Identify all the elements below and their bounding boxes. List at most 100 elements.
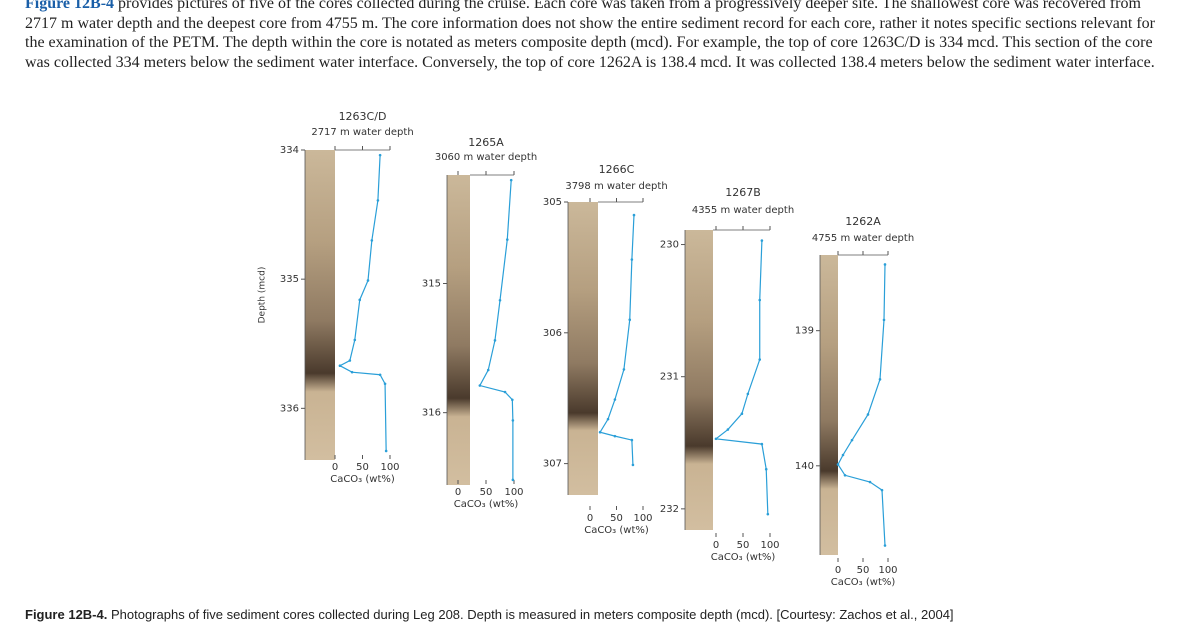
caption: Figure 12B-4. Photographs of five sedime… xyxy=(25,607,954,622)
water-depth: 4755 m water depth xyxy=(812,233,914,244)
depth-tick-label: 305 xyxy=(543,197,562,208)
caco3-point xyxy=(766,512,770,516)
depth-tick-label: 230 xyxy=(660,240,679,251)
caco3-curve xyxy=(714,240,769,515)
caco3-point xyxy=(883,263,887,266)
core-photo xyxy=(685,230,713,530)
caco3-point xyxy=(632,213,636,217)
core-name: 1266C xyxy=(599,163,635,176)
caco3-tick-label: 0 xyxy=(835,565,841,576)
caco3-point xyxy=(758,298,762,302)
caco3-tick-label: 0 xyxy=(332,462,338,473)
caco3-point xyxy=(631,463,635,467)
caco3-point xyxy=(868,480,872,484)
caption-label: Figure 12B-4. xyxy=(25,607,108,622)
caco3-label: CaCO₃ (wt%) xyxy=(454,499,519,510)
depth-tick-label: 139 xyxy=(795,326,814,337)
depth-tick-label: 307 xyxy=(543,459,562,470)
depth-tick-label: 232 xyxy=(660,504,679,515)
caco3-point xyxy=(726,428,730,431)
caco3-point xyxy=(836,463,840,466)
caco3-tick-label: 50 xyxy=(610,513,623,524)
caco3-point xyxy=(486,368,490,372)
core-name: 1265A xyxy=(468,136,504,149)
water-depth: 3798 m water depth xyxy=(565,181,667,192)
depth-tick-label: 231 xyxy=(660,372,679,383)
caco3-tick-label: 50 xyxy=(480,487,493,498)
paragraph: Figure 12B-4 provides pictures of five o… xyxy=(25,0,1175,72)
core-photo xyxy=(820,255,838,555)
caco3-point xyxy=(628,318,632,322)
caco3-tick-label: 100 xyxy=(878,565,897,576)
caco3-curve xyxy=(478,180,514,480)
caco3-tick-label: 0 xyxy=(713,540,719,551)
caco3-tick-label: 100 xyxy=(633,513,652,524)
paragraph-text: provides pictures of five of the cores c… xyxy=(25,0,1155,71)
water-depth: 2717 m water depth xyxy=(311,127,413,138)
caco3-point xyxy=(503,390,507,394)
core-photo xyxy=(447,175,470,485)
caco3-tick-label: 100 xyxy=(380,462,399,473)
caco3-point xyxy=(378,153,382,157)
core-name: 1267B xyxy=(725,186,761,199)
caco3-tick-label: 0 xyxy=(587,513,593,524)
caco3-tick-label: 50 xyxy=(356,462,369,473)
caco3-point xyxy=(630,438,634,442)
depth-tick-label: 316 xyxy=(422,408,441,419)
caco3-point xyxy=(606,417,610,421)
figure-link[interactable]: Figure 12B-4 xyxy=(25,0,115,12)
caco3-point xyxy=(630,258,634,261)
depth-tick-label: 336 xyxy=(280,403,299,414)
caco3-tick-label: 0 xyxy=(455,487,461,498)
depth-tick-label: 334 xyxy=(280,145,299,156)
caco3-point xyxy=(880,488,884,492)
figure: Depth (mcd) 1263C/D 2717 m water depth 334… xyxy=(258,110,915,588)
caco3-point xyxy=(841,453,845,457)
water-depth: 4355 m water depth xyxy=(692,205,794,216)
caco3-point xyxy=(383,382,387,386)
core-photo xyxy=(305,150,335,460)
caco3-point xyxy=(348,359,352,362)
caco3-point xyxy=(493,339,497,342)
depth-tick-label: 306 xyxy=(543,328,562,339)
caco3-point xyxy=(511,478,515,482)
caco3-point xyxy=(613,434,617,438)
core-photo xyxy=(568,202,598,495)
core-name: 1263C/D xyxy=(339,110,387,123)
caption-text: Photographs of five sediment cores colle… xyxy=(110,607,954,622)
caco3-point xyxy=(714,437,718,441)
caco3-point xyxy=(622,368,626,371)
caco3-point xyxy=(613,398,617,401)
caco3-label: CaCO₃ (wt%) xyxy=(330,474,395,485)
caco3-tick-label: 100 xyxy=(504,487,523,498)
caco3-point xyxy=(866,413,870,416)
caco3-point xyxy=(366,279,370,282)
caco3-point xyxy=(378,373,382,377)
caco3-point xyxy=(505,238,509,241)
caco3-point xyxy=(882,318,886,322)
caco3-point xyxy=(850,438,854,442)
caco3-point xyxy=(760,442,764,446)
caco3-label: CaCO₃ (wt%) xyxy=(711,552,776,563)
core-name: 1262A xyxy=(845,215,881,228)
caco3-point xyxy=(758,358,762,361)
caco3-curve xyxy=(837,264,886,546)
caco3-point xyxy=(376,199,380,202)
caco3-tick-label: 50 xyxy=(857,565,870,576)
caco3-point xyxy=(746,392,750,396)
caco3-point xyxy=(338,364,342,368)
caco3-point xyxy=(353,338,357,342)
caco3-point xyxy=(740,412,744,416)
caco3-label: CaCO₃ (wt%) xyxy=(831,577,896,588)
depth-tick-label: 140 xyxy=(795,461,814,472)
caco3-point xyxy=(498,298,502,302)
depth-tick-label: 315 xyxy=(422,279,441,290)
caco3-point xyxy=(350,370,354,374)
caco3-point xyxy=(878,378,882,381)
caco3-tick-label: 100 xyxy=(760,540,779,551)
caco3-point xyxy=(598,430,602,434)
caco3-point xyxy=(384,449,388,453)
caco3-curve xyxy=(599,215,635,465)
caco3-point xyxy=(511,398,514,402)
